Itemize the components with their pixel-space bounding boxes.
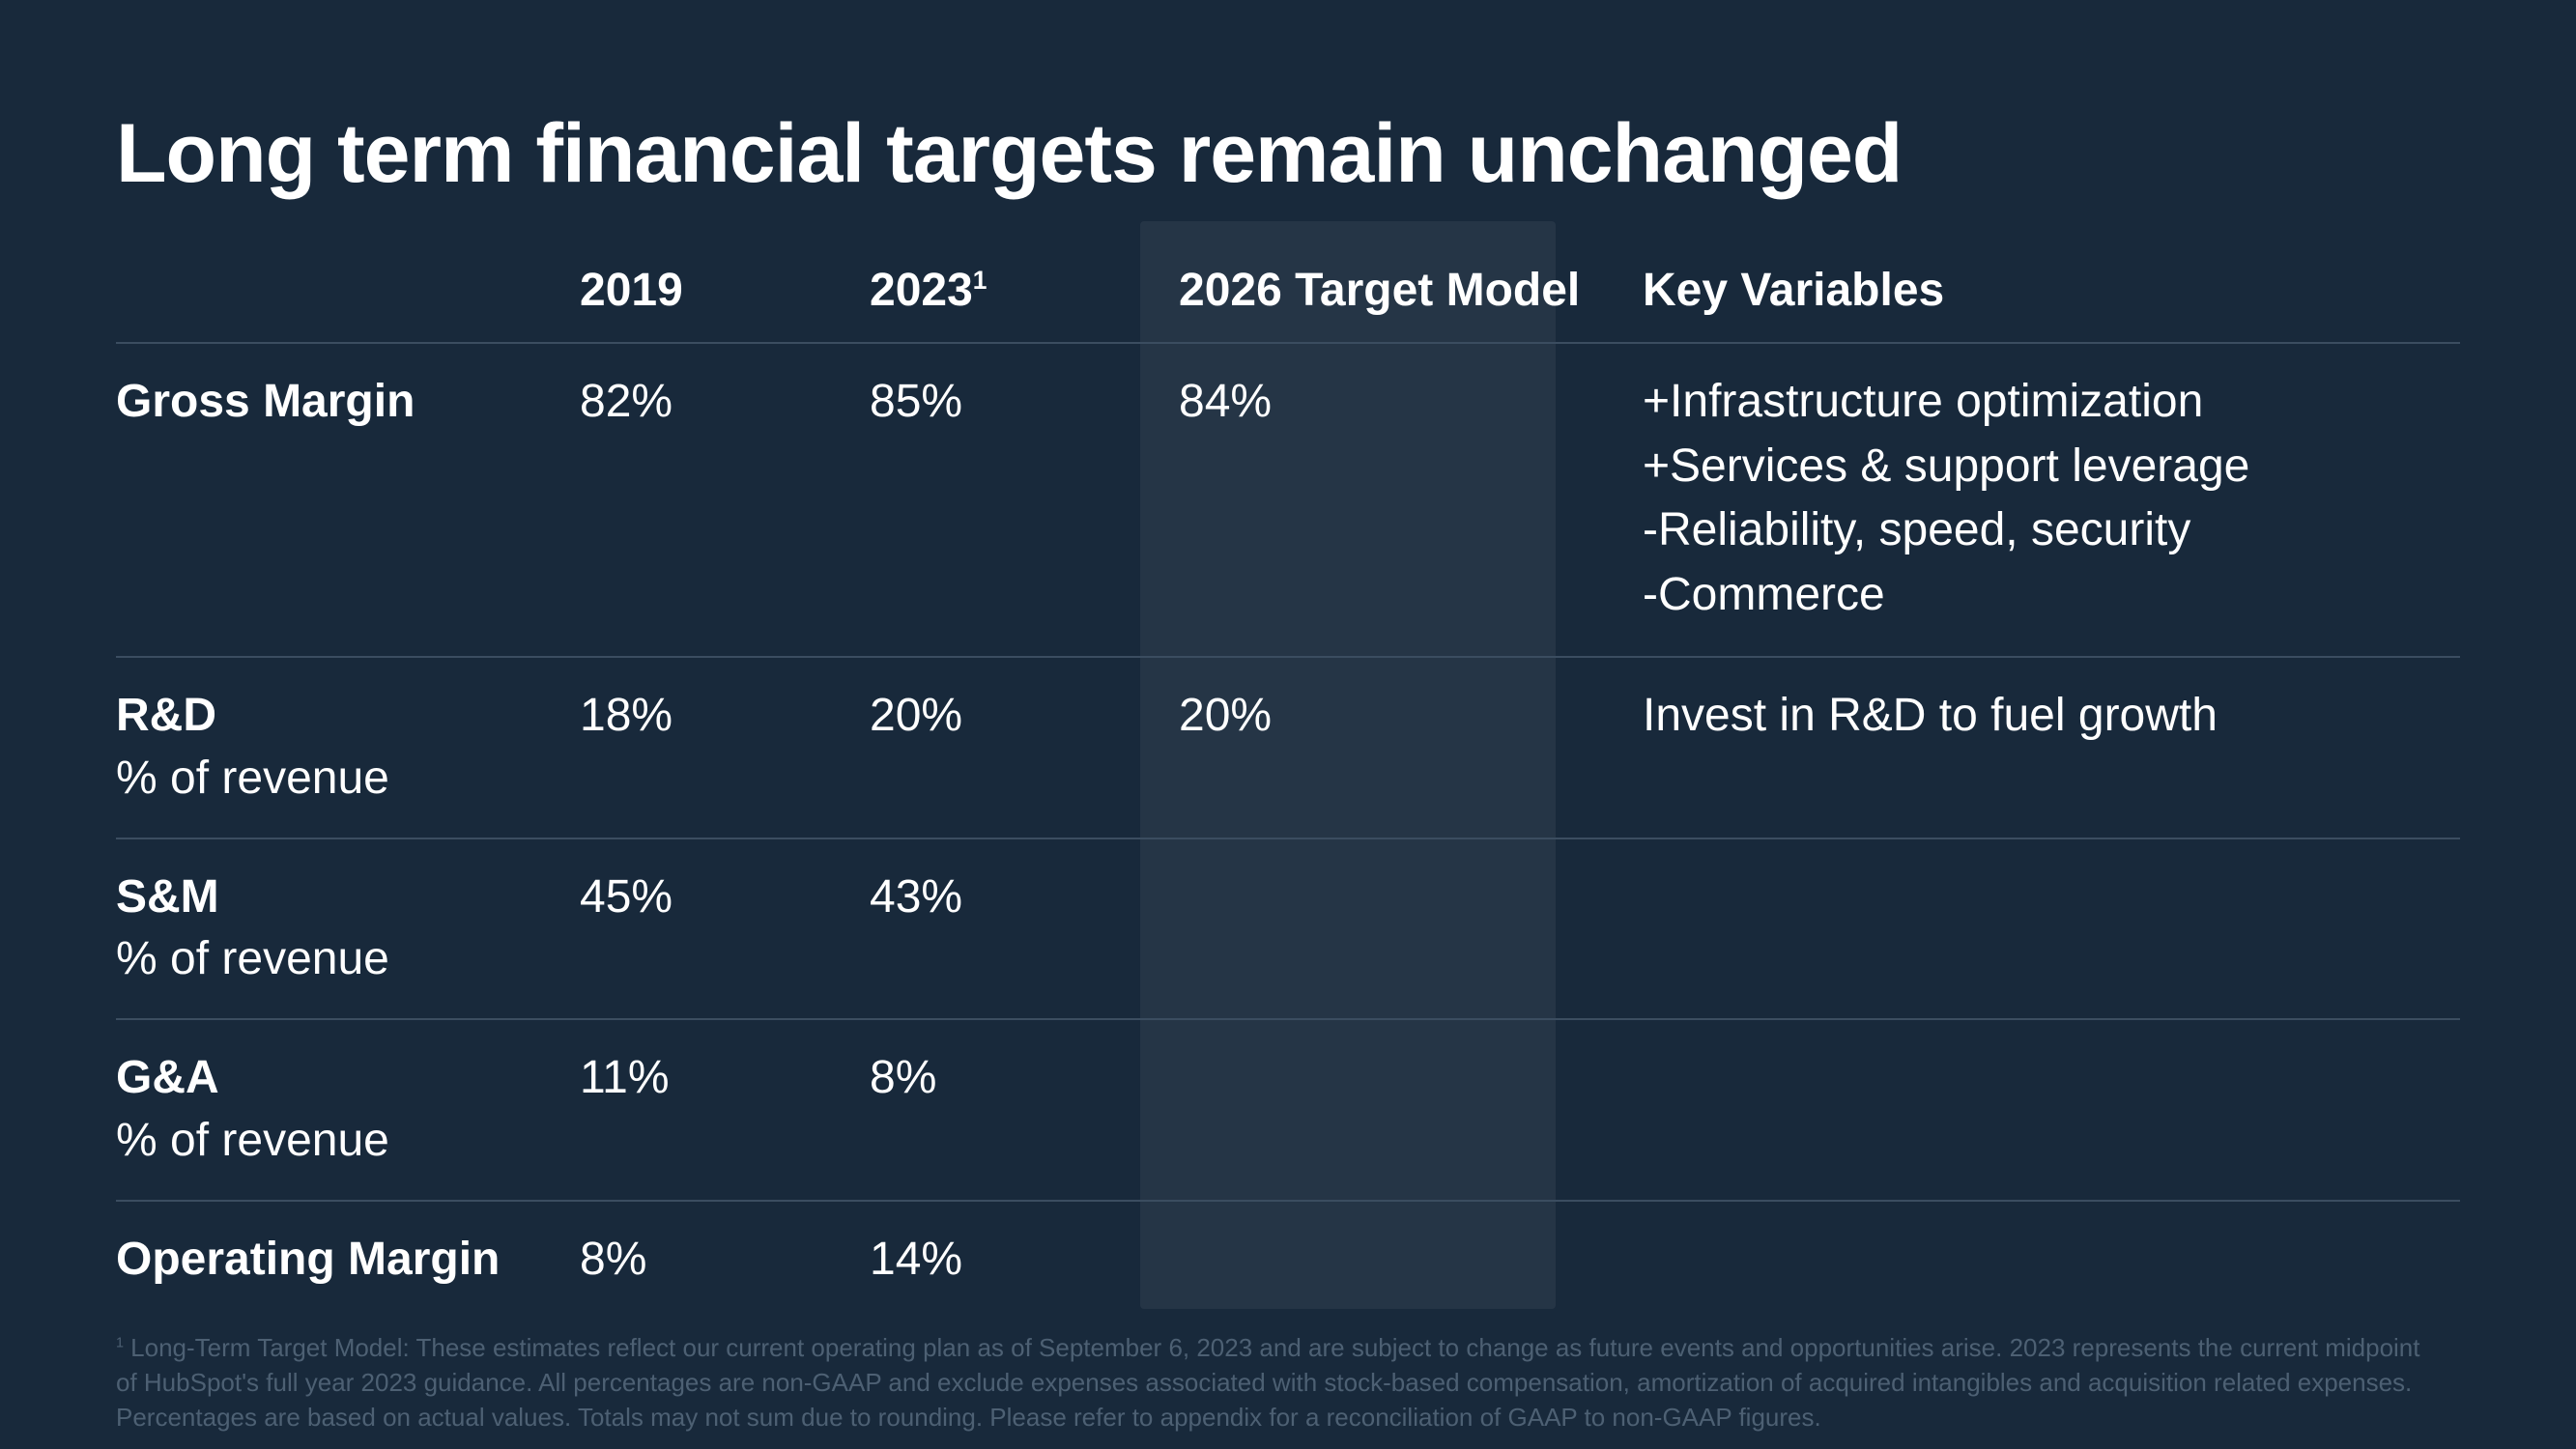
metric-label: Operating Margin: [116, 1234, 500, 1285]
value-target: [1150, 1019, 1604, 1201]
key-variable-line: +Infrastructure optimization: [1643, 371, 2441, 434]
value-target: [1150, 838, 1604, 1020]
value-2019: 18%: [580, 657, 870, 838]
key-variable-line: Invest in R&D to fuel growth: [1643, 685, 2441, 748]
col-header-target: 2026 Target Model: [1150, 250, 1604, 343]
key-variables-cell: +Infrastructure optimization+Services & …: [1604, 343, 2460, 657]
metric-label: Gross Margin: [116, 376, 415, 427]
metric-cell: Gross Margin: [116, 343, 580, 657]
key-variables-cell: [1604, 1019, 2460, 1201]
table-header-row: 2019 20231 2026 Target Model Key Variabl…: [116, 250, 2460, 343]
value-target: [1150, 1201, 1604, 1319]
key-variables-lines: Invest in R&D to fuel growth: [1643, 685, 2441, 748]
metric-cell: S&M% of revenue: [116, 838, 580, 1020]
table-row: Operating Margin 8%14%: [116, 1201, 2460, 1319]
metric-label: R&D: [116, 690, 216, 741]
value-2019: 11%: [580, 1019, 870, 1201]
value-2023: 8%: [870, 1019, 1150, 1201]
value-2023: 85%: [870, 343, 1150, 657]
table-row: Gross Margin82%85%84%+Infrastructure opt…: [116, 343, 2460, 657]
metric-sublabel: % of revenue: [116, 748, 560, 810]
metric-cell: R&D % of revenue: [116, 657, 580, 838]
table-row: R&D% of revenue18%20%20%Invest in R&D to…: [116, 657, 2460, 838]
key-variables-cell: [1604, 1201, 2460, 1319]
value-2019: 45%: [580, 838, 870, 1020]
slide: Long term financial targets remain uncha…: [0, 0, 2576, 1449]
metric-cell: G&A % of revenue: [116, 1019, 580, 1201]
col-header-2019: 2019: [580, 250, 870, 343]
value-2023: 20%: [870, 657, 1150, 838]
financial-table-wrap: 2019 20231 2026 Target Model Key Variabl…: [116, 250, 2460, 1319]
table-body: Gross Margin82%85%84%+Infrastructure opt…: [116, 343, 2460, 1319]
page-title: Long term financial targets remain uncha…: [116, 106, 2460, 202]
metric-sublabel: % of revenue: [116, 1110, 560, 1173]
value-2019: 8%: [580, 1201, 870, 1319]
col-header-2023: 20231: [870, 250, 1150, 343]
key-variables-cell: [1604, 838, 2460, 1020]
value-target: 20%: [1150, 657, 1604, 838]
footnote: 1 Long-Term Target Model: These estimate…: [116, 1330, 2435, 1435]
key-variables-lines: +Infrastructure optimization+Services & …: [1643, 371, 2441, 627]
key-variable-line: +Services & support leverage: [1643, 436, 2441, 498]
metric-label: G&A: [116, 1052, 219, 1103]
key-variable-line: -Commerce: [1643, 564, 2441, 627]
table-row: S&M% of revenue45%43%: [116, 838, 2460, 1020]
key-variables-cell: Invest in R&D to fuel growth: [1604, 657, 2460, 838]
financial-targets-table: 2019 20231 2026 Target Model Key Variabl…: [116, 250, 2460, 1319]
col-header-keyvar: Key Variables: [1604, 250, 2460, 343]
col-header-metric: [116, 250, 580, 343]
metric-sublabel: % of revenue: [116, 928, 560, 991]
value-2023: 14%: [870, 1201, 1150, 1319]
key-variable-line: -Reliability, speed, security: [1643, 499, 2441, 562]
metric-cell: Operating Margin: [116, 1201, 580, 1319]
table-row: G&A % of revenue 11%8%: [116, 1019, 2460, 1201]
value-target: 84%: [1150, 343, 1604, 657]
value-2023: 43%: [870, 838, 1150, 1020]
value-2019: 82%: [580, 343, 870, 657]
metric-label: S&M: [116, 871, 219, 923]
